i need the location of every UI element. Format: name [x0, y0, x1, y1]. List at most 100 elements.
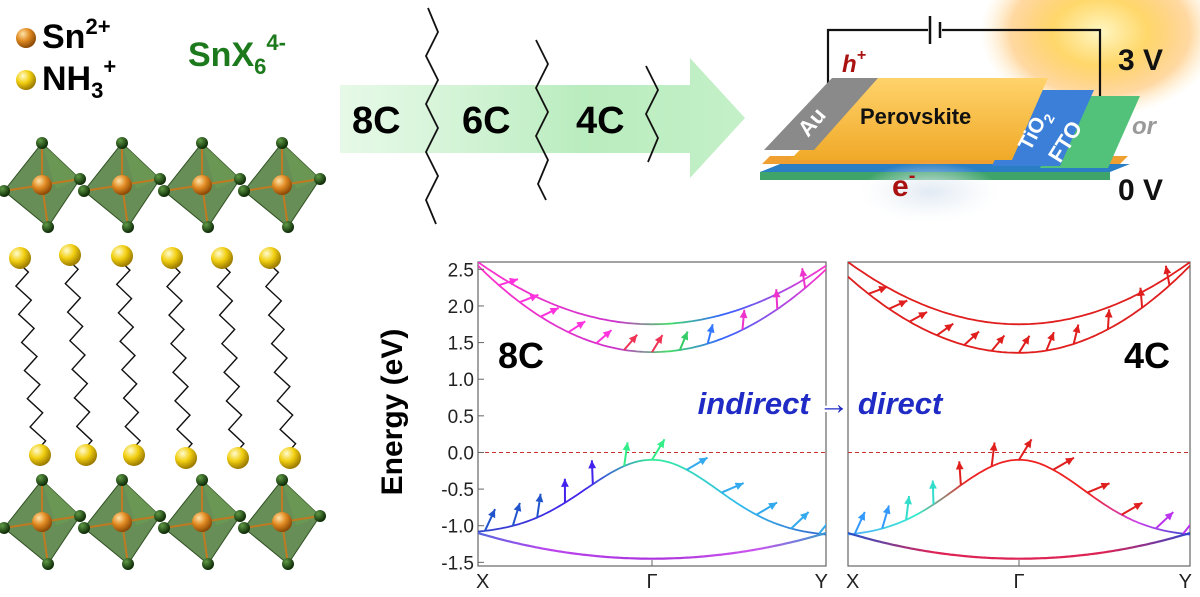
y-tick-label: 0.0 [448, 443, 474, 464]
chain-length-arrow: 8C 6C 4C [340, 8, 745, 224]
alkyl-chain [63, 255, 92, 455]
sn-atom [32, 512, 52, 532]
nh3-atom [259, 247, 281, 269]
alkyl-chain [13, 258, 46, 455]
sn-legend-icon [16, 28, 36, 48]
halide-atom [158, 185, 170, 197]
chain-label-8c: 8C [352, 100, 401, 142]
sn-atom [272, 512, 292, 532]
halide-atom [36, 137, 48, 149]
nh3-legend-label: NH3+ [42, 54, 116, 103]
legend: Sn2+ NH3+ SnX64- [16, 14, 286, 103]
electron-mist [860, 162, 1000, 222]
alkyl-chain [165, 258, 192, 458]
octahedron-label: SnX64- [188, 30, 286, 79]
halide-atom [122, 221, 134, 233]
sn-octahedron [158, 474, 246, 570]
nh3-atom [111, 245, 133, 267]
spin-arrow-head [561, 479, 569, 487]
halide-atom [74, 173, 86, 185]
organic-spacer-chains [9, 244, 301, 469]
spin-arrow-head [956, 461, 964, 469]
spin-arrow-head [588, 460, 596, 468]
y-tick-label: 0.5 [448, 407, 474, 428]
halide-atom [276, 474, 288, 486]
halide-atom [276, 137, 288, 149]
halide-atom [154, 510, 166, 522]
solar-cell-device: Au Perovskite TiO2 FTO h+ e- 3 V or 0 V [760, 0, 1200, 222]
y-tick-label: 1.0 [448, 370, 474, 391]
x-tick-label: Γ [646, 571, 657, 592]
nh3-atom [211, 247, 233, 269]
halide-atom [74, 510, 86, 522]
y-tick-label: 2.5 [448, 260, 474, 281]
halide-atom [78, 522, 90, 534]
halide-atom [154, 173, 166, 185]
voltage-high-label: 3 V [1118, 44, 1163, 77]
sn-octahedron [238, 137, 326, 233]
spin-arrow-head [1190, 515, 1198, 524]
halide-atom [202, 558, 214, 570]
nh3-atom [75, 444, 97, 466]
spin-arrow-head [929, 480, 937, 488]
bottom-octahedral-layer [0, 474, 326, 570]
halide-atom [314, 510, 326, 522]
nh3-legend-icon [16, 70, 36, 90]
panel-label: 4C [1124, 335, 1170, 376]
band-line [478, 460, 826, 535]
halide-atom [234, 510, 246, 522]
y-axis-label: Energy (eV) [376, 329, 409, 496]
band-line [478, 533, 826, 559]
sn-atom [32, 175, 52, 195]
x-tick-label: Y [815, 571, 828, 592]
chain-label-6c: 6C [462, 100, 511, 142]
x-tick-label: X [476, 571, 489, 592]
sn-atom [192, 512, 212, 532]
band-line [848, 533, 1190, 559]
perovskite-label: Perovskite [860, 104, 971, 129]
spin-arrow [1183, 515, 1198, 534]
sn-octahedron [0, 474, 86, 570]
band-line [848, 460, 1190, 535]
halide-atom [234, 173, 246, 185]
spin-arrow-head [1163, 266, 1171, 275]
layered-perovskite-structure [0, 137, 326, 570]
nh3-atom [175, 447, 197, 469]
nh3-atom [279, 447, 301, 469]
hole-label: h+ [842, 47, 866, 78]
chain-label-4c: 4C [576, 100, 625, 142]
sn-octahedron [0, 137, 86, 233]
voltage-low-label: 0 V [1118, 174, 1163, 207]
y-tick-label: -1.5 [441, 553, 474, 574]
alkyl-chain [263, 258, 296, 458]
halide-atom [116, 137, 128, 149]
band-line [478, 262, 826, 324]
alkyl-chain [215, 258, 244, 458]
voltage-or-label: or [1132, 113, 1158, 140]
halide-atom [158, 522, 170, 534]
x-tick-label: Y [1179, 571, 1192, 592]
halide-atom [238, 185, 250, 197]
sn-atom [192, 175, 212, 195]
halide-atom [238, 522, 250, 534]
y-tick-label: -0.5 [441, 480, 474, 501]
nh3-atom [9, 247, 31, 269]
spin-arrow-head [1105, 309, 1113, 317]
x-tick-label: Γ [1013, 571, 1024, 592]
gap-transition-annotation: indirect → direct [698, 386, 944, 421]
halide-atom [36, 474, 48, 486]
sn-octahedron [158, 137, 246, 233]
band-chart-4c: X Γ Y 4C [846, 262, 1198, 592]
nh3-atom [123, 444, 145, 466]
sn-legend-label: Sn2+ [42, 14, 111, 56]
halide-atom [196, 474, 208, 486]
x-tick-label: X [846, 571, 859, 592]
halide-atom [122, 558, 134, 570]
halide-atom [282, 221, 294, 233]
halide-atom [116, 474, 128, 486]
nh3-atom [59, 244, 81, 266]
nh3-atom [29, 444, 51, 466]
